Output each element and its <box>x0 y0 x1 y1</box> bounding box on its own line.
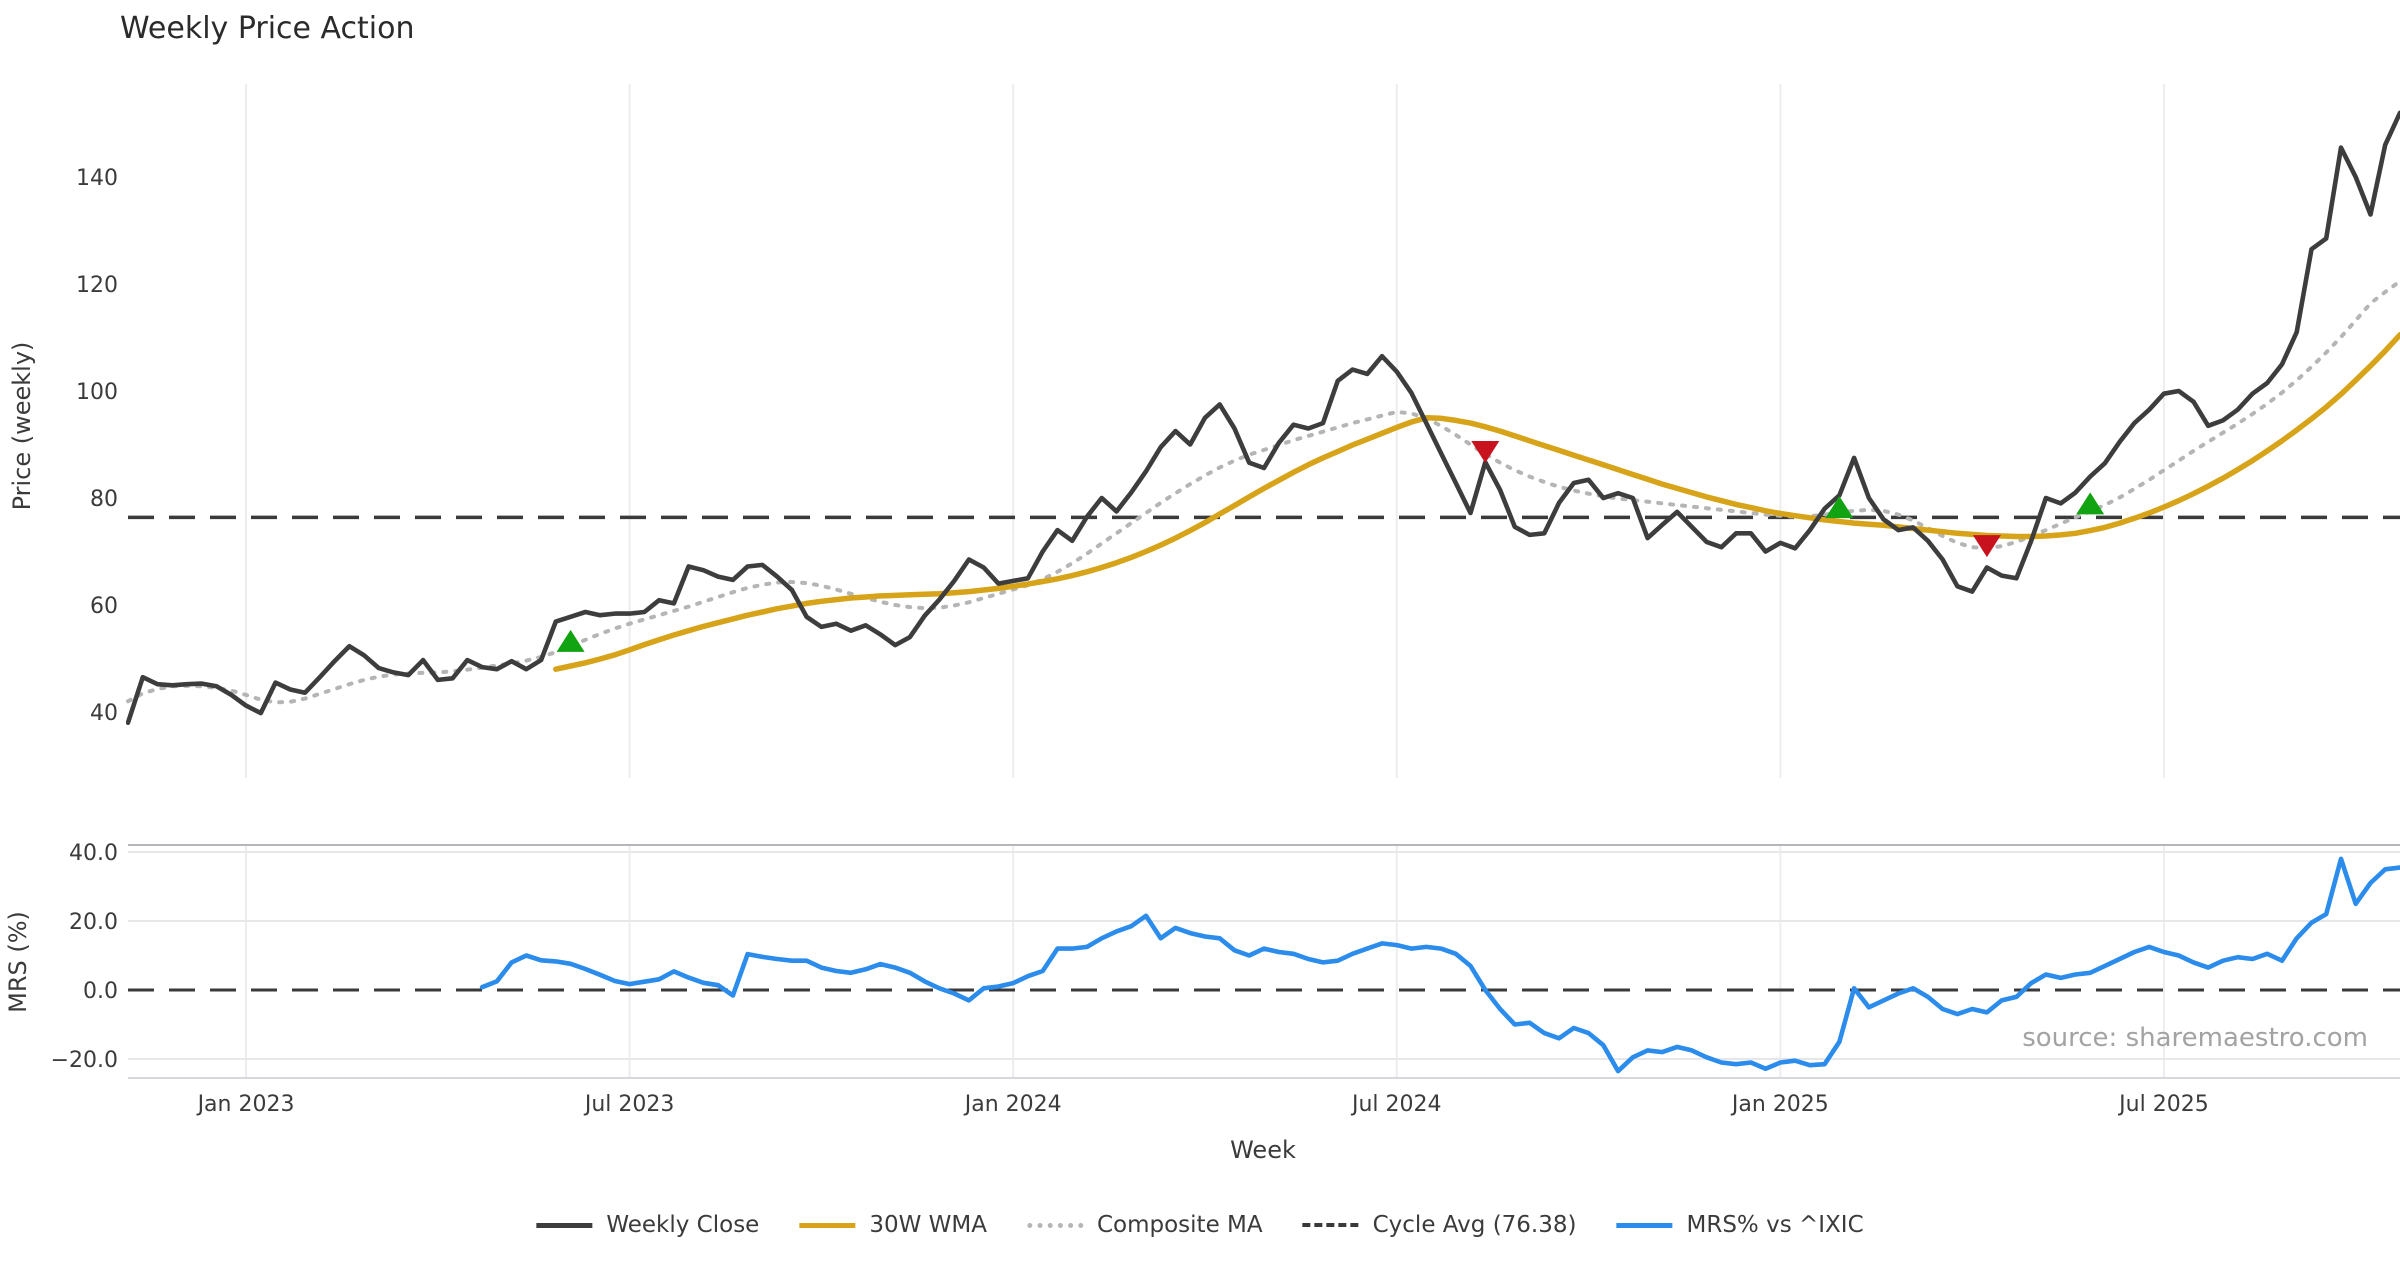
cycle-avg-swatch-icon <box>1302 1223 1359 1227</box>
source-watermark: source: sharemaestro.com <box>2022 1023 2368 1053</box>
legend-label: Weekly Close <box>606 1212 760 1238</box>
xtick-jan-2025: Jan 2025 <box>1730 1092 1829 1117</box>
price-ytick-4: 60 <box>90 594 118 619</box>
price-ytick-3: 80 <box>90 487 118 512</box>
weekly-close-swatch-icon <box>536 1222 593 1228</box>
mrs-ytick-1: 20.0 <box>69 910 118 935</box>
chart-title: Weekly Price Action <box>120 11 415 46</box>
price-ylabel: Price (weekly) <box>8 342 36 511</box>
weekly-close-line <box>126 110 2400 726</box>
sell-signal-markers <box>1471 440 2001 558</box>
xtick-jan-2023: Jan 2023 <box>196 1092 295 1117</box>
mrs-ylabel: MRS (%) <box>4 911 32 1013</box>
legend-label: 30W WMA <box>869 1212 987 1238</box>
buy-signal-markers <box>556 492 2105 652</box>
mrs-ytick-labels: 40.0 20.0 0.0 −20.0 <box>51 841 118 1073</box>
composite-ma-line <box>126 279 2400 705</box>
mrs-grid <box>128 844 2400 1079</box>
wma-swatch-icon <box>799 1222 856 1228</box>
xtick-jul-2025: Jul 2025 <box>2117 1092 2209 1117</box>
legend-item-cycle-avg: Cycle Avg (76.38) <box>1302 1212 1577 1238</box>
price-ytick-5: 40 <box>90 701 118 726</box>
composite-swatch-icon <box>1026 1222 1083 1228</box>
price-ytick-labels: 140 120 100 80 60 40 <box>76 166 118 726</box>
legend-item-weekly-close: Weekly Close <box>536 1212 759 1238</box>
mrs-ytick-2: 0.0 <box>83 979 118 1004</box>
xtick-labels: Jan 2023 Jul 2023 Jan 2024 Jul 2024 Jan … <box>196 1092 2209 1117</box>
mrs-ytick-0: 40.0 <box>69 841 118 866</box>
legend-label: MRS% vs ^IXIC <box>1686 1212 1864 1238</box>
mrs-swatch-icon <box>1616 1222 1673 1228</box>
wma-30w-line <box>553 332 2400 672</box>
legend-label: Composite MA <box>1096 1212 1263 1238</box>
legend-item-mrs: MRS% vs ^IXIC <box>1616 1212 1864 1238</box>
mrs-line <box>479 856 2400 1074</box>
legend-item-composite: Composite MA <box>1026 1212 1263 1238</box>
mrs-ytick-3: −20.0 <box>51 1048 118 1073</box>
price-ytick-2: 100 <box>76 380 118 405</box>
chart-legend: Weekly Close 30W WMA Composite MA Cycle … <box>536 1212 1864 1238</box>
legend-item-wma: 30W WMA <box>799 1212 987 1238</box>
price-ytick-0: 140 <box>76 166 118 191</box>
xtick-jul-2023: Jul 2023 <box>583 1092 675 1117</box>
xtick-jan-2024: Jan 2024 <box>963 1092 1062 1117</box>
price-ytick-1: 120 <box>76 273 118 298</box>
x-axis-label: Week <box>1230 1136 1296 1164</box>
legend-label: Cycle Avg (76.38) <box>1372 1212 1577 1238</box>
xtick-jul-2024: Jul 2024 <box>1350 1092 1442 1117</box>
price-grid <box>245 84 2165 778</box>
